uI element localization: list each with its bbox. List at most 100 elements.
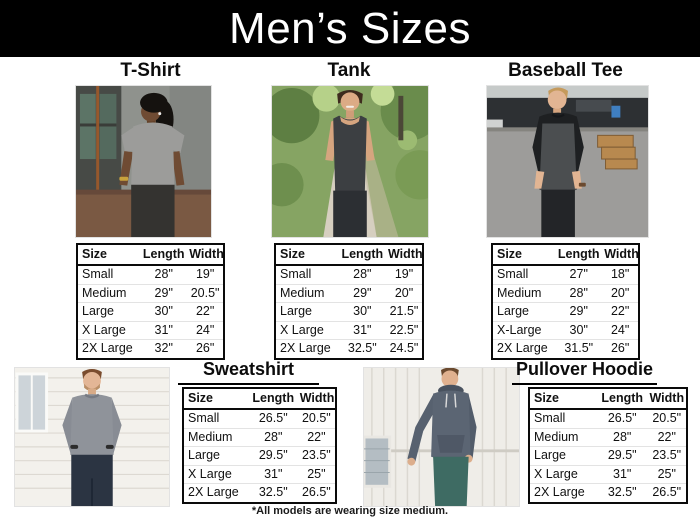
measurement-cell: 28" bbox=[248, 427, 298, 447]
section-title-tshirt: T-Shirt bbox=[120, 60, 181, 81]
size-cell: 2X Large bbox=[275, 339, 339, 359]
baseball-tee-photo-illustration bbox=[487, 86, 648, 237]
measurement-cell: 32.5" bbox=[596, 483, 648, 503]
table-header-row: Size Length Width bbox=[77, 244, 224, 266]
table-header-row: Size Length Width bbox=[529, 388, 687, 410]
measurement-cell: 30" bbox=[140, 302, 188, 321]
measurement-cell: 28" bbox=[596, 427, 648, 447]
measurement-cell: 20" bbox=[602, 283, 639, 303]
table-row: Small 28" 19" bbox=[275, 265, 423, 284]
size-cell: Medium bbox=[275, 283, 339, 303]
baseball-tee-size-table: Size Length Width Small 27" 18" Medium 28" 20" La… bbox=[491, 243, 640, 360]
measurement-cell: 26" bbox=[602, 339, 639, 359]
measurement-cell: 31" bbox=[248, 464, 298, 484]
measurement-cell: 28" bbox=[353, 267, 372, 281]
sweatshirt-size-table: Size Length Width Small 26.5" 20.5" Medium 28" 2… bbox=[182, 387, 337, 504]
measurement-cell: 32.5" bbox=[248, 483, 298, 503]
size-cell: 2X Large bbox=[183, 483, 249, 503]
size-cell: Large bbox=[275, 302, 339, 321]
table-row: 2X Large 32.5" 26.5" bbox=[183, 483, 336, 503]
table-header-row: Size Length Width bbox=[275, 244, 423, 266]
tank-photo-illustration bbox=[272, 86, 428, 237]
column-header: Length bbox=[596, 388, 648, 410]
measurement-cell: 26.5" bbox=[297, 483, 336, 503]
table-row: Medium 28" 22" bbox=[529, 427, 687, 447]
size-cell: Small bbox=[280, 267, 312, 281]
measurement-cell: 18" bbox=[610, 267, 630, 281]
table-row: X Large 31" 24" bbox=[77, 320, 224, 340]
table-row: 2X Large 31.5" 26" bbox=[492, 339, 639, 359]
size-cell: Small bbox=[188, 411, 220, 425]
table-row: 2X Large 32.5" 24.5" bbox=[275, 339, 423, 359]
size-cell: Large bbox=[529, 446, 597, 465]
sweatshirt-model-photo bbox=[14, 367, 170, 507]
tank-model-photo bbox=[271, 85, 429, 238]
measurement-cell: 20.5" bbox=[301, 411, 331, 425]
table-row: Medium 29" 20" bbox=[275, 283, 423, 303]
column-header: Size bbox=[275, 244, 339, 266]
measurement-cell: 25" bbox=[647, 464, 687, 484]
size-cell: Large bbox=[492, 302, 556, 321]
measurement-cell: 24.5" bbox=[385, 339, 423, 359]
size-cell: X Large bbox=[275, 320, 339, 340]
table-row: Medium 28" 22" bbox=[183, 427, 336, 447]
measurement-cell: 26" bbox=[187, 339, 224, 359]
size-cell: Medium bbox=[77, 283, 141, 303]
models-footnote: *All models are wearing size medium. bbox=[251, 505, 449, 517]
measurement-cell: 19" bbox=[394, 267, 414, 281]
table-row: 2X Large 32" 26" bbox=[77, 339, 224, 359]
measurement-cell: 31.5" bbox=[555, 339, 603, 359]
measurement-cell: 22" bbox=[647, 427, 687, 447]
measurement-cell: 31" bbox=[338, 320, 386, 340]
column-header: Size bbox=[77, 244, 141, 266]
measurement-cell: 32" bbox=[140, 339, 188, 359]
section-title-tank: Tank bbox=[327, 60, 371, 81]
measurement-cell: 28" bbox=[154, 267, 173, 281]
measurement-cell: 31" bbox=[140, 320, 188, 340]
section-title-baseball-tee: Baseball Tee bbox=[508, 60, 623, 81]
measurement-cell: 29" bbox=[338, 283, 386, 303]
size-cell: X Large bbox=[77, 320, 141, 340]
table-row: Small 28" 19" bbox=[77, 265, 224, 284]
tshirt-model-photo bbox=[75, 85, 212, 238]
size-cell: 2X Large bbox=[77, 339, 141, 359]
pullover-hoodie-model-photo bbox=[363, 367, 520, 507]
column-header: Length bbox=[248, 388, 298, 410]
table-row: Small 26.5" 20.5" bbox=[183, 409, 336, 428]
table-row: Large 29" 22" bbox=[492, 302, 639, 321]
measurement-cell: 20.5" bbox=[187, 283, 224, 303]
table-row: Large 30" 21.5" bbox=[275, 302, 423, 321]
table-row: Large 29.5" 23.5" bbox=[183, 446, 336, 465]
measurement-cell: 20.5" bbox=[652, 411, 682, 425]
measurement-cell: 26.5" bbox=[647, 483, 687, 503]
pullover-hoodie-photo-illustration bbox=[364, 368, 519, 506]
table-row: Small 27" 18" bbox=[492, 265, 639, 284]
measurement-cell: 29" bbox=[555, 302, 603, 321]
column-header: Width bbox=[385, 244, 423, 266]
measurement-cell: 28" bbox=[555, 283, 603, 303]
section-title-sweatshirt: Sweatshirt bbox=[178, 359, 319, 385]
tshirt-photo-illustration bbox=[76, 86, 211, 237]
column-header: Length bbox=[555, 244, 603, 266]
table-row: X-Large 30" 24" bbox=[492, 320, 639, 340]
sweatshirt-photo-illustration bbox=[15, 368, 169, 506]
size-cell: X Large bbox=[183, 464, 249, 484]
measurement-cell: 27" bbox=[569, 267, 588, 281]
table-row: Small 26.5" 20.5" bbox=[529, 409, 687, 428]
size-cell: Medium bbox=[529, 427, 597, 447]
table-row: X Large 31" 25" bbox=[183, 464, 336, 484]
section-title-pullover-hoodie: Pullover Hoodie bbox=[512, 359, 657, 385]
page-title: Men’s Sizes bbox=[229, 3, 471, 53]
baseball-tee-model-photo bbox=[486, 85, 649, 238]
table-row: 2X Large 32.5" 26.5" bbox=[529, 483, 687, 503]
measurement-cell: 19" bbox=[195, 267, 215, 281]
table-row: Medium 29" 20.5" bbox=[77, 283, 224, 303]
measurement-cell: 20" bbox=[385, 283, 423, 303]
table-row: Large 29.5" 23.5" bbox=[529, 446, 687, 465]
table-row: Medium 28" 20" bbox=[492, 283, 639, 303]
size-cell: 2X Large bbox=[529, 483, 597, 503]
measurement-cell: 22" bbox=[187, 302, 224, 321]
size-cell: Small bbox=[82, 267, 114, 281]
measurement-cell: 23.5" bbox=[297, 446, 336, 465]
measurement-cell: 29.5" bbox=[596, 446, 648, 465]
